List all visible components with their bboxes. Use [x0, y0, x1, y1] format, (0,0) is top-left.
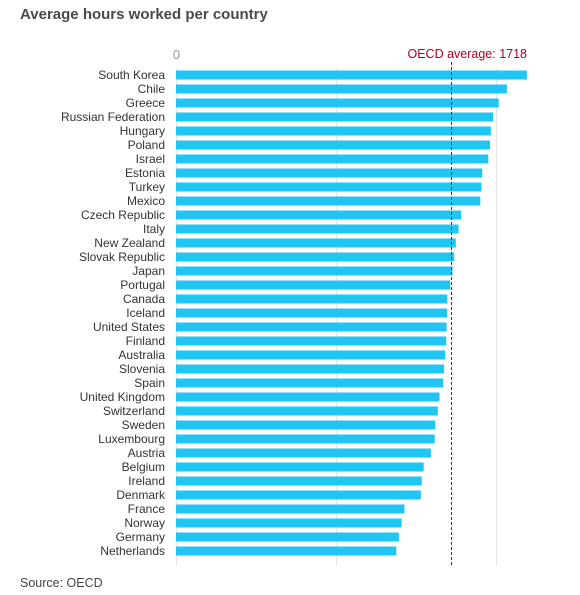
bar	[176, 266, 453, 276]
category-label: Norway	[124, 516, 165, 530]
category-label: Italy	[143, 222, 165, 236]
category-label: Slovenia	[119, 362, 165, 376]
chart-title: Average hours worked per country	[20, 6, 268, 23]
category-label: Portugal	[120, 278, 165, 292]
category-label: Canada	[123, 292, 165, 306]
oecd-average-marker: OECD average: 1718	[407, 47, 527, 566]
category-label: Japan	[132, 264, 165, 278]
category-label: Estonia	[125, 166, 165, 180]
category-label: Czech Republic	[81, 208, 165, 222]
bar	[176, 70, 527, 80]
category-label: Luxembourg	[98, 432, 165, 446]
category-label: Israel	[136, 152, 165, 166]
category-label: South Korea	[98, 68, 165, 82]
category-label: Sweden	[122, 418, 165, 432]
category-label: United Kingdom	[80, 390, 165, 404]
category-label: Denmark	[116, 488, 166, 502]
bar	[176, 280, 451, 290]
category-label: Chile	[138, 82, 166, 96]
bar	[176, 322, 447, 332]
category-label: Belgium	[122, 460, 165, 474]
category-label: Mexico	[127, 194, 165, 208]
bar	[176, 168, 483, 178]
category-label: Switzerland	[103, 404, 165, 418]
bar	[176, 392, 440, 402]
bar	[176, 406, 438, 416]
bar	[176, 462, 424, 472]
bar	[176, 252, 455, 262]
bar	[176, 364, 445, 374]
bar	[176, 448, 431, 458]
bar	[176, 224, 459, 234]
category-label: Germany	[116, 530, 165, 544]
bar	[176, 84, 507, 94]
bar	[176, 336, 447, 346]
gridlines: 0	[173, 47, 497, 566]
bar	[176, 210, 462, 220]
category-label: United States	[93, 320, 165, 334]
bar	[176, 532, 399, 542]
category-label: Iceland	[126, 306, 165, 320]
x-tick-label: 0	[173, 47, 180, 62]
bar	[176, 112, 494, 122]
category-label: Hungary	[120, 124, 165, 138]
bar	[176, 154, 489, 164]
bar	[176, 518, 402, 528]
bar	[176, 294, 448, 304]
category-label: Slovak Republic	[79, 250, 165, 264]
bar	[176, 378, 444, 388]
bar	[176, 140, 491, 150]
bar	[176, 196, 481, 206]
category-label: Poland	[128, 138, 165, 152]
bar	[176, 476, 422, 486]
category-label: Russian Federation	[61, 110, 165, 124]
category-label: Australia	[118, 348, 165, 362]
source-note: Source: OECD	[20, 576, 103, 590]
category-label: Finland	[126, 334, 165, 348]
category-label: France	[128, 502, 166, 516]
bar	[176, 434, 435, 444]
oecd-average-label: OECD average: 1718	[407, 47, 527, 61]
category-label: Austria	[128, 446, 166, 460]
category-label: Ireland	[128, 474, 165, 488]
bar	[176, 546, 397, 556]
category-label: Greece	[126, 96, 166, 110]
bar	[176, 490, 421, 500]
category-label: Spain	[134, 376, 165, 390]
bar	[176, 350, 446, 360]
bar	[176, 98, 499, 108]
bar	[176, 238, 456, 248]
bar	[176, 420, 436, 430]
bar	[176, 308, 448, 318]
bar	[176, 504, 405, 514]
bar	[176, 182, 482, 192]
bar	[176, 126, 491, 136]
category-label: Netherlands	[100, 544, 165, 558]
category-label: New Zealand	[94, 236, 165, 250]
category-label: Turkey	[129, 180, 165, 194]
bars	[176, 70, 527, 556]
